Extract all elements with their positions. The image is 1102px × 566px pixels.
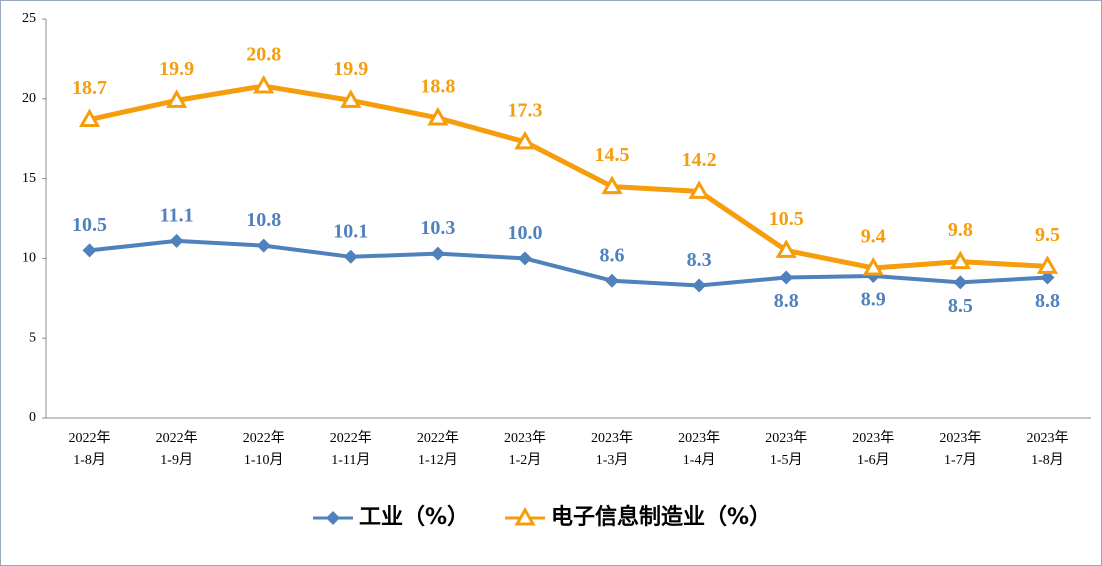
x-tick-label: 2022年 1-11月 — [329, 431, 372, 468]
marker — [430, 246, 445, 261]
marker — [862, 256, 884, 276]
marker — [775, 239, 797, 258]
data-label: 19.9 — [159, 58, 194, 80]
marker — [514, 130, 536, 150]
data-label: 18.8 — [420, 76, 455, 98]
marker — [343, 249, 358, 264]
marker — [779, 270, 794, 285]
data-label: 9.4 — [861, 226, 886, 248]
y-tick-label: 0 — [29, 410, 36, 425]
marker — [688, 180, 710, 199]
x-tick-label: 2023年 1-4月 — [678, 431, 721, 468]
y-tick-label: 10 — [22, 251, 36, 266]
line — [89, 83, 1048, 271]
data-label: 10.8 — [246, 209, 281, 231]
x-tick-label: 2023年 1-7月 — [939, 431, 982, 468]
x-tick-label: 2023年 1-2月 — [503, 431, 546, 468]
marker — [601, 175, 623, 195]
x-tick-label: 2022年 1-12月 — [416, 431, 459, 468]
data-label: 8.6 — [600, 244, 625, 266]
y-tick-label: 15 — [22, 171, 36, 186]
marker — [78, 108, 101, 128]
marker — [514, 506, 536, 526]
x-tick-label: 2023年 1-8月 — [1026, 431, 1069, 468]
marker — [1040, 270, 1055, 285]
marker — [427, 106, 449, 126]
x-tick-label: 2022年 1-8月 — [68, 431, 111, 468]
marker — [82, 243, 97, 258]
data-label: 14.2 — [682, 149, 717, 171]
x-tick-label: 2023年 1-6月 — [852, 431, 895, 468]
data-label: 8.9 — [861, 289, 886, 311]
x-tick-label: 2022年 1-10月 — [242, 431, 285, 468]
marker — [605, 273, 620, 288]
y-tick-label: 5 — [29, 330, 36, 345]
legend-label: 工业（%） — [359, 505, 469, 530]
marker — [253, 75, 275, 94]
data-label: 10.5 — [72, 214, 107, 236]
marker — [169, 233, 184, 248]
data-label: 8.3 — [687, 249, 712, 271]
y-tick-label: 25 — [22, 11, 36, 26]
marker — [953, 275, 968, 290]
marker — [692, 278, 707, 293]
marker — [1036, 255, 1059, 274]
data-label: 10.5 — [769, 208, 804, 230]
marker — [256, 238, 271, 253]
x-tick-label: 2023年 1-3月 — [591, 431, 634, 468]
line — [89, 238, 1048, 288]
y-tick-label: 20 — [22, 91, 36, 106]
data-label: 10.3 — [420, 217, 455, 239]
data-label: 9.5 — [1035, 224, 1060, 246]
marker — [517, 251, 532, 266]
data-label: 10.0 — [507, 222, 542, 244]
data-label: 19.9 — [333, 58, 368, 80]
x-tick-label: 2023年 1-5月 — [765, 431, 808, 468]
x-tick-label: 2022年 1-9月 — [155, 431, 198, 468]
data-label: 8.8 — [774, 290, 799, 312]
marker — [166, 89, 188, 108]
data-label: 11.1 — [160, 204, 194, 226]
marker — [340, 89, 362, 108]
data-label: 14.5 — [595, 144, 630, 166]
data-label: 18.7 — [72, 77, 107, 99]
legend-label: 电子信息制造业（%） — [551, 504, 771, 530]
data-label: 10.1 — [333, 220, 368, 242]
data-label: 8.8 — [1035, 290, 1060, 312]
data-label: 17.3 — [507, 99, 542, 121]
data-label: 8.5 — [948, 295, 973, 317]
marker — [326, 511, 340, 525]
marker — [949, 250, 971, 270]
data-label: 9.8 — [948, 219, 973, 241]
data-label: 20.8 — [246, 44, 281, 66]
